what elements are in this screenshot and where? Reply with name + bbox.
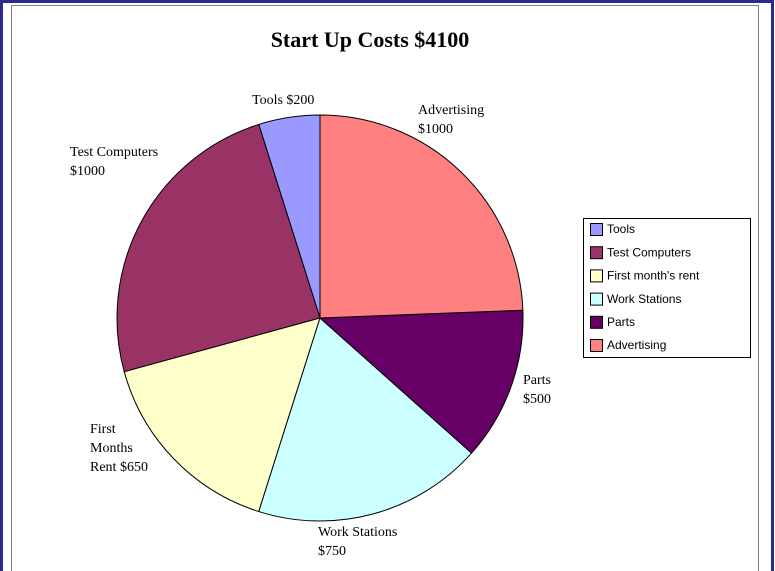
legend-box [583,218,751,358]
slice-label: $1000 [70,164,105,179]
slice-label: $500 [523,392,551,407]
slice-label: Tools $200 [252,93,314,108]
legend-swatch [590,292,603,306]
slice-label: $750 [318,544,346,559]
pie-slice [116,123,321,373]
legend-swatch [590,269,603,283]
slice-label: Rent $650 [90,460,148,475]
pie-slice [318,309,524,454]
slice-label: Test Computers [70,145,158,160]
legend-label: Tools [607,222,635,236]
legend-label: First month's rent [607,269,700,283]
legend-swatch [590,315,603,329]
legend-label: Test Computers [607,245,691,259]
slice-label: First [90,422,116,437]
pie-slice [258,317,473,522]
legend-swatch [590,246,603,260]
slice-label: Parts [523,373,551,388]
slice-label: Months [90,441,133,456]
slice-label: Work Stations [318,525,397,540]
pie-slice [123,317,321,513]
legend-swatch [590,223,603,236]
chart-title: Start Up Costs $4100 [271,27,470,52]
slice-label: $1000 [418,122,453,137]
legend-label: Advertising [607,338,666,352]
legend-label: Parts [607,315,635,329]
legend-label: Work Stations [607,292,681,306]
slice-label: Advertising [418,103,484,118]
legend-swatch [590,339,603,352]
pie-slice [319,114,524,319]
